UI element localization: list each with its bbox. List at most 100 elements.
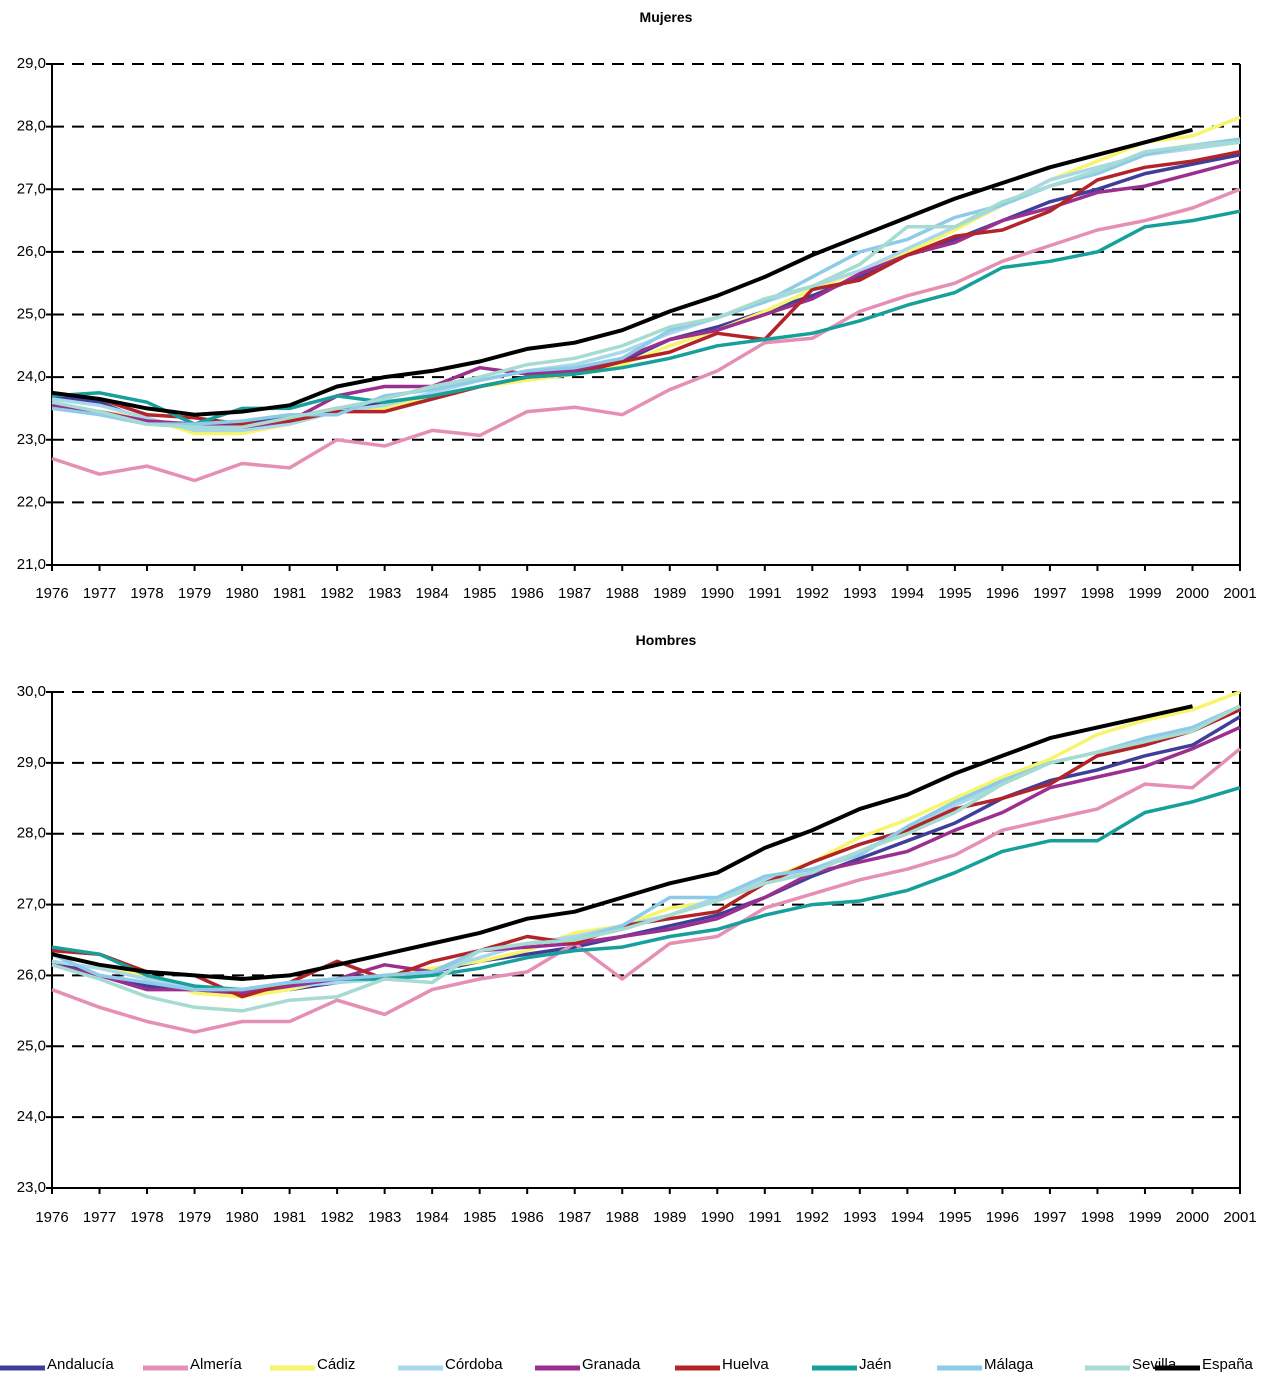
y-tick-label: 25,0: [17, 306, 46, 323]
x-tick-label: 1986: [511, 1209, 544, 1226]
legend-label: España: [1202, 1356, 1254, 1373]
legend-label: Huelva: [722, 1356, 769, 1373]
x-tick-label: 1990: [701, 1209, 734, 1226]
x-tick-label: 1989: [653, 585, 686, 602]
x-tick-label: 1993: [843, 1209, 876, 1226]
x-tick-label: 2000: [1176, 585, 1209, 602]
chart-title: Hombres: [636, 632, 697, 648]
x-tick-label: 1991: [748, 585, 781, 602]
x-tick-label: 1983: [368, 585, 401, 602]
y-tick-label: 25,0: [17, 1037, 46, 1054]
y-tick-label: 28,0: [17, 825, 46, 842]
x-tick-label: 1979: [178, 1209, 211, 1226]
series-line-c-rdoba: [51, 140, 1241, 433]
x-tick-label: 1981: [273, 585, 306, 602]
x-tick-label: 1982: [320, 585, 353, 602]
y-tick-label: 27,0: [17, 180, 46, 197]
x-tick-label: 1985: [463, 585, 496, 602]
x-tick-label: 1994: [891, 585, 924, 602]
x-tick-label: 1978: [130, 585, 163, 602]
x-tick-label: 2001: [1223, 585, 1256, 602]
x-tick-label: 1997: [1033, 1209, 1066, 1226]
series-line-sevilla: [51, 140, 1241, 429]
y-tick-label: 29,0: [17, 754, 46, 771]
series-line-m-laga: [51, 704, 1241, 992]
x-tick-label: 1986: [511, 585, 544, 602]
series-line-almer-a: [51, 747, 1242, 1034]
y-tick-label: 26,0: [17, 966, 46, 983]
x-tick-label: 1978: [130, 1209, 163, 1226]
legend-label: Andalucía: [47, 1356, 114, 1373]
x-tick-label: 1998: [1081, 1209, 1114, 1226]
x-tick-label: 1980: [225, 1209, 258, 1226]
chart-2: Hombres 23,0 24,0 25,0 26,0 27,0 28,0 29,0 30,0 1…: [17, 632, 1257, 1226]
x-tick-label: 1994: [891, 1209, 924, 1226]
x-tick-label: 1981: [273, 1209, 306, 1226]
series-line-c-diz: [51, 690, 1241, 999]
x-tick-label: 1979: [178, 585, 211, 602]
x-tick-label: 1976: [35, 585, 68, 602]
y-tick-label: 30,0: [17, 683, 46, 700]
x-tick-label: 1985: [463, 1209, 496, 1226]
x-tick-label: 1984: [415, 585, 448, 602]
legend: Andalucía Almería Cádiz Córdoba Granada Huelv…: [0, 1356, 1254, 1373]
y-tick-label: 22,0: [17, 493, 46, 510]
chart-1: Mujeres 21,0 22,0 23,0 24,0 25,0 26,0 27,0 28,0 2…: [17, 9, 1257, 602]
x-tick-label: 1993: [843, 585, 876, 602]
y-tick-label: 27,0: [17, 896, 46, 913]
series-line-sevilla: [51, 704, 1241, 1013]
series-line-andaluc-a: [51, 153, 1241, 429]
legend-label: Jaén: [859, 1356, 892, 1373]
y-tick-label: 24,0: [17, 368, 46, 385]
x-tick-label: 1992: [796, 585, 829, 602]
series-line-granada: [51, 159, 1241, 429]
x-tick-label: 1980: [225, 585, 258, 602]
series-line-ja-n: [51, 209, 1241, 426]
x-tick-label: 1996: [986, 585, 1019, 602]
y-tick-label: 29,0: [17, 55, 46, 72]
x-tick-label: 1999: [1128, 585, 1161, 602]
x-tick-label: 1998: [1081, 585, 1114, 602]
series-line-almer-a: [51, 187, 1241, 483]
legend-label: Granada: [582, 1356, 641, 1373]
x-tick-label: 1990: [701, 585, 734, 602]
series-line-espa-a: [51, 704, 1193, 981]
legend-label: Almería: [190, 1356, 242, 1373]
x-tick-label: 1976: [35, 1209, 68, 1226]
x-tick-label: 1987: [558, 585, 591, 602]
x-tick-label: 1995: [938, 1209, 971, 1226]
y-tick-label: 23,0: [17, 431, 46, 448]
x-tick-label: 2001: [1223, 1209, 1256, 1226]
x-tick-label: 1987: [558, 1209, 591, 1226]
series-line-andaluc-a: [51, 715, 1241, 995]
x-tick-label: 2000: [1176, 1209, 1209, 1226]
x-tick-label: 1997: [1033, 585, 1066, 602]
x-tick-label: 1989: [653, 1209, 686, 1226]
chart-title: Mujeres: [640, 9, 693, 25]
legend-label: Málaga: [984, 1356, 1034, 1373]
y-tick-label: 28,0: [17, 118, 46, 135]
series-line-granada: [51, 725, 1241, 995]
legend-label: Cádiz: [317, 1356, 355, 1373]
x-tick-label: 1977: [83, 1209, 116, 1226]
y-tick-label: 21,0: [17, 556, 46, 573]
x-tick-label: 1995: [938, 585, 971, 602]
series-line-huelva: [51, 149, 1241, 426]
x-tick-label: 1992: [796, 1209, 829, 1226]
y-tick-label: 24,0: [17, 1108, 46, 1125]
x-tick-label: 1996: [986, 1209, 1019, 1226]
x-tick-label: 1984: [415, 1209, 448, 1226]
x-tick-label: 1991: [748, 1209, 781, 1226]
x-tick-label: 1999: [1128, 1209, 1161, 1226]
x-tick-label: 1988: [606, 585, 639, 602]
x-tick-label: 1983: [368, 1209, 401, 1226]
x-tick-label: 1977: [83, 585, 116, 602]
series-line-espa-a: [51, 127, 1194, 417]
x-tick-label: 1982: [320, 1209, 353, 1226]
y-tick-label: 23,0: [17, 1179, 46, 1196]
x-tick-label: 1988: [606, 1209, 639, 1226]
y-tick-label: 26,0: [17, 243, 46, 260]
legend-label: Córdoba: [445, 1356, 503, 1373]
